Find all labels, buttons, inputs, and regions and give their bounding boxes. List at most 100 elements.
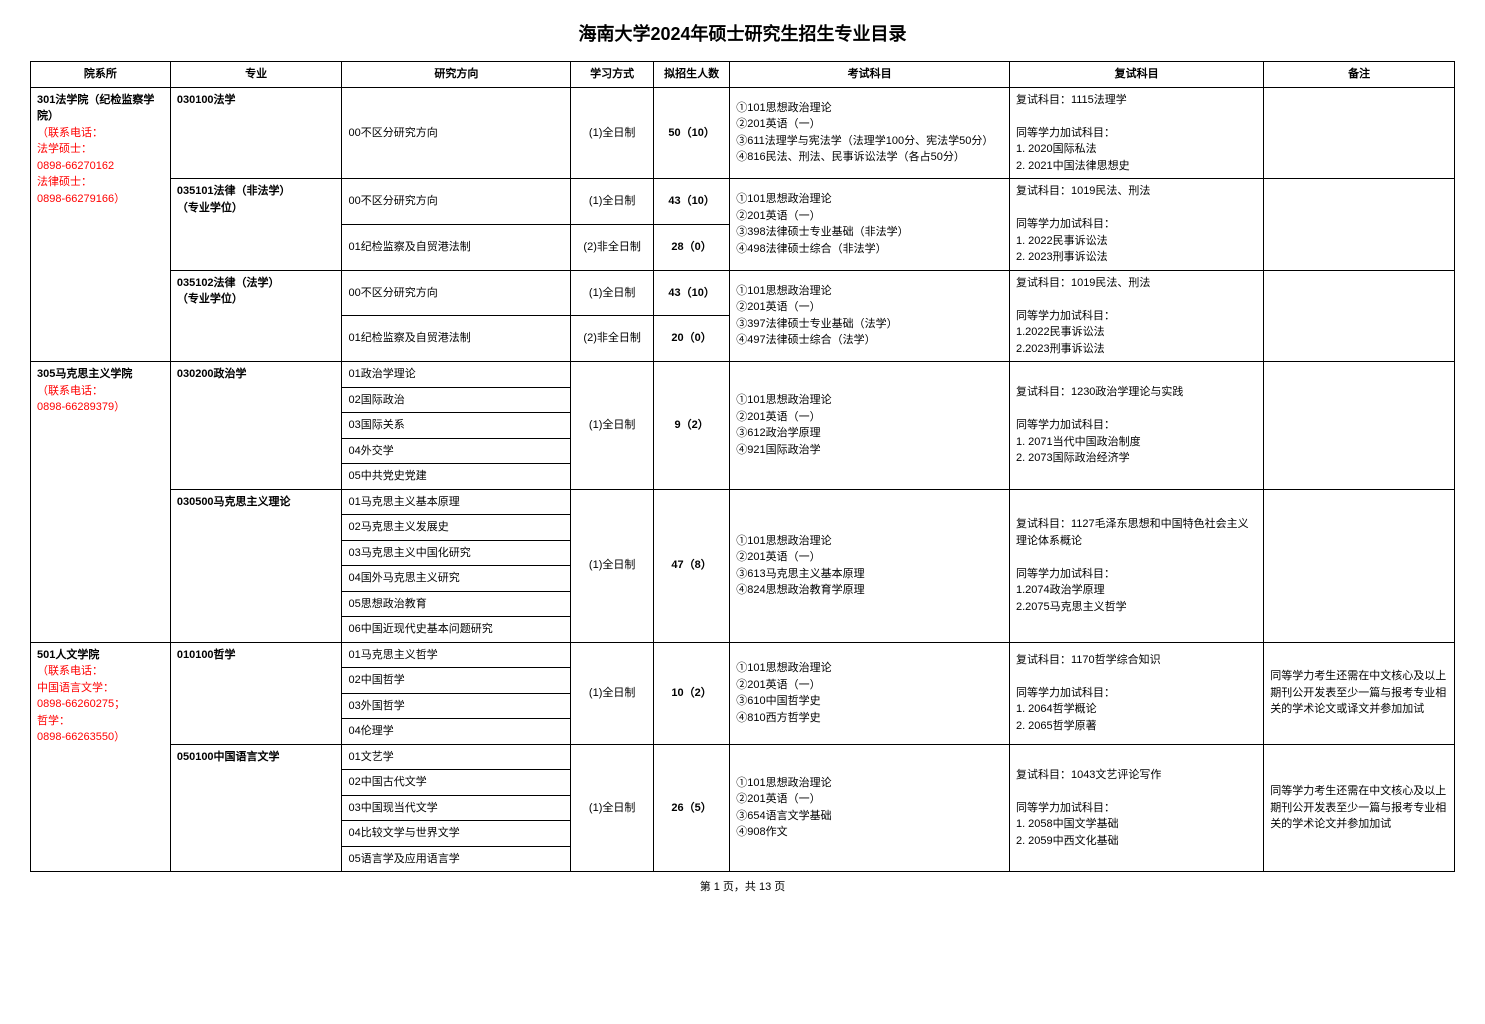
dept-cell-305: 305马克思主义学院 （联系电话： 0898-66289379）: [31, 362, 171, 643]
th-reexam: 复试科目: [1009, 62, 1263, 88]
major-cell: 030200政治学: [170, 362, 342, 490]
quota-cell: 47（8）: [653, 489, 729, 642]
page-title: 海南大学2024年硕士研究生招生专业目录: [30, 20, 1455, 46]
major-cell: 050100中国语言文学: [170, 744, 342, 872]
page-footer: 第 1 页，共 13 页: [30, 878, 1455, 894]
dept-name: 301法学院（纪检监察学院）: [37, 94, 154, 123]
dir-cell: 03中国现当代文学: [342, 795, 571, 821]
mode-cell: (1)全日制: [571, 179, 654, 225]
contact-label: （联系电话：: [37, 385, 103, 397]
dir-cell: 05语言学及应用语言学: [342, 846, 571, 872]
dir-cell: 01马克思主义基本原理: [342, 489, 571, 515]
th-direction: 研究方向: [342, 62, 571, 88]
dir-cell: 01马克思主义哲学: [342, 642, 571, 668]
th-major: 专业: [170, 62, 342, 88]
table-row: 035102法律（法学） （专业学位） 00不区分研究方向 (1)全日制 43（…: [31, 270, 1455, 316]
dept-name: 501人文学院: [37, 649, 99, 661]
contact-label: （联系电话：: [37, 127, 103, 139]
dir-cell: 02中国哲学: [342, 668, 571, 694]
cn-phone: 0898-66260275；: [37, 698, 125, 710]
dir-cell: 05中共党史党建: [342, 464, 571, 490]
quota-cell: 10（2）: [653, 642, 729, 744]
dir-cell: 01纪检监察及自贸港法制: [342, 224, 571, 270]
th-note: 备注: [1264, 62, 1455, 88]
note-cell: [1264, 87, 1455, 179]
dept-cell-301: 301法学院（纪检监察学院） （联系电话： 法学硕士： 0898-6627016…: [31, 87, 171, 362]
dir-cell: 04伦理学: [342, 719, 571, 745]
major-cell: 030500马克思主义理论: [170, 489, 342, 642]
dir-cell: 04国外马克思主义研究: [342, 566, 571, 592]
reexam-cell: 复试科目：1170哲学综合知识 同等学力加试科目： 1. 2064哲学概论 2.…: [1009, 642, 1263, 744]
dir-cell: 01政治学理论: [342, 362, 571, 388]
exam-cell: ①101思想政治理论 ②201英语（一） ③397法律硕士专业基础（法学） ④4…: [730, 270, 1010, 362]
exam-cell: ①101思想政治理论 ②201英语（一） ③654语言文学基础 ④908作文: [730, 744, 1010, 872]
catalog-table: 院系所 专业 研究方向 学习方式 拟招生人数 考试科目 复试科目 备注 301法…: [30, 61, 1455, 872]
dir-cell: 03外国哲学: [342, 693, 571, 719]
exam-cell: ①101思想政治理论 ②201英语（一） ③611法理学与宪法学（法理学100分…: [730, 87, 1010, 179]
quota-cell: 9（2）: [653, 362, 729, 490]
note-cell: [1264, 362, 1455, 490]
reexam-cell: 复试科目：1115法理学 同等学力加试科目： 1. 2020国际私法 2. 20…: [1009, 87, 1263, 179]
major-cell: 030100法学: [170, 87, 342, 179]
quota-cell: 43（10）: [653, 270, 729, 316]
exam-cell: ①101思想政治理论 ②201英语（一） ③612政治学原理 ④921国际政治学: [730, 362, 1010, 490]
th-mode: 学习方式: [571, 62, 654, 88]
dir-cell: 04外交学: [342, 438, 571, 464]
mode-cell: (2)非全日制: [571, 224, 654, 270]
reexam-cell: 复试科目：1127毛泽东思想和中国特色社会主义理论体系概论 同等学力加试科目： …: [1009, 489, 1263, 642]
table-row: 035101法律（非法学） （专业学位） 00不区分研究方向 (1)全日制 43…: [31, 179, 1455, 225]
table-row: 301法学院（纪检监察学院） （联系电话： 法学硕士： 0898-6627016…: [31, 87, 1455, 179]
quota-cell: 50（10）: [653, 87, 729, 179]
major-cell: 035101法律（非法学） （专业学位）: [170, 179, 342, 271]
header-row: 院系所 专业 研究方向 学习方式 拟招生人数 考试科目 复试科目 备注: [31, 62, 1455, 88]
mode-cell: (2)非全日制: [571, 316, 654, 362]
cn-label: 中国语言文学：: [37, 682, 114, 694]
mode-cell: (1)全日制: [571, 87, 654, 179]
table-row: 305马克思主义学院 （联系电话： 0898-66289379） 030200政…: [31, 362, 1455, 388]
mode-cell: (1)全日制: [571, 270, 654, 316]
law-master-phone: 0898-66270162: [37, 160, 114, 172]
exam-cell: ①101思想政治理论 ②201英语（一） ③398法律硕士专业基础（非法学） ④…: [730, 179, 1010, 271]
dir-cell: 04比较文学与世界文学: [342, 821, 571, 847]
dir-cell: 05思想政治教育: [342, 591, 571, 617]
reexam-cell: 复试科目：1230政治学理论与实践 同等学力加试科目： 1. 2071当代中国政…: [1009, 362, 1263, 490]
th-quota: 拟招生人数: [653, 62, 729, 88]
note-cell: [1264, 489, 1455, 642]
note-cell: 同等学力考生还需在中文核心及以上期刊公开发表至少一篇与报考专业相关的学术论文或译…: [1264, 642, 1455, 744]
dept-phone: 0898-66289379）: [37, 401, 125, 413]
dir-cell: 02马克思主义发展史: [342, 515, 571, 541]
reexam-cell: 复试科目：1019民法、刑法 同等学力加试科目： 1. 2022民事诉讼法 2.…: [1009, 179, 1263, 271]
dir-cell: 01纪检监察及自贸港法制: [342, 316, 571, 362]
phil-phone: 0898-66263550）: [37, 731, 125, 743]
quota-cell: 28（0）: [653, 224, 729, 270]
mode-cell: (1)全日制: [571, 744, 654, 872]
legal-master-phone: 0898-66279166）: [37, 193, 125, 205]
quota-cell: 26（5）: [653, 744, 729, 872]
reexam-cell: 复试科目：1019民法、刑法 同等学力加试科目： 1.2022民事诉讼法 2.2…: [1009, 270, 1263, 362]
mode-cell: (1)全日制: [571, 489, 654, 642]
mode-cell: (1)全日制: [571, 642, 654, 744]
table-row: 501人文学院 （联系电话： 中国语言文学： 0898-66260275； 哲学…: [31, 642, 1455, 668]
dir-cell: 02中国古代文学: [342, 770, 571, 796]
dir-cell: 06中国近现代史基本问题研究: [342, 617, 571, 643]
dept-cell-501: 501人文学院 （联系电话： 中国语言文学： 0898-66260275； 哲学…: [31, 642, 171, 872]
table-row: 050100中国语言文学 01文艺学 (1)全日制 26（5） ①101思想政治…: [31, 744, 1455, 770]
note-cell: 同等学力考生还需在中文核心及以上期刊公开发表至少一篇与报考专业相关的学术论文并参…: [1264, 744, 1455, 872]
th-exam: 考试科目: [730, 62, 1010, 88]
note-cell: [1264, 270, 1455, 362]
dir-cell: 00不区分研究方向: [342, 270, 571, 316]
dir-cell: 03国际关系: [342, 413, 571, 439]
dir-cell: 02国际政治: [342, 387, 571, 413]
contact-label: （联系电话：: [37, 665, 103, 677]
law-master-label: 法学硕士：: [37, 143, 92, 155]
dir-cell: 00不区分研究方向: [342, 87, 571, 179]
exam-cell: ①101思想政治理论 ②201英语（一） ③610中国哲学史 ④810西方哲学史: [730, 642, 1010, 744]
note-cell: [1264, 179, 1455, 271]
legal-master-label: 法律硕士：: [37, 176, 92, 188]
mode-cell: (1)全日制: [571, 362, 654, 490]
exam-cell: ①101思想政治理论 ②201英语（一） ③613马克思主义基本原理 ④824思…: [730, 489, 1010, 642]
quota-cell: 43（10）: [653, 179, 729, 225]
dir-cell: 00不区分研究方向: [342, 179, 571, 225]
dir-cell: 03马克思主义中国化研究: [342, 540, 571, 566]
reexam-cell: 复试科目：1043文艺评论写作 同等学力加试科目： 1. 2058中国文学基础 …: [1009, 744, 1263, 872]
